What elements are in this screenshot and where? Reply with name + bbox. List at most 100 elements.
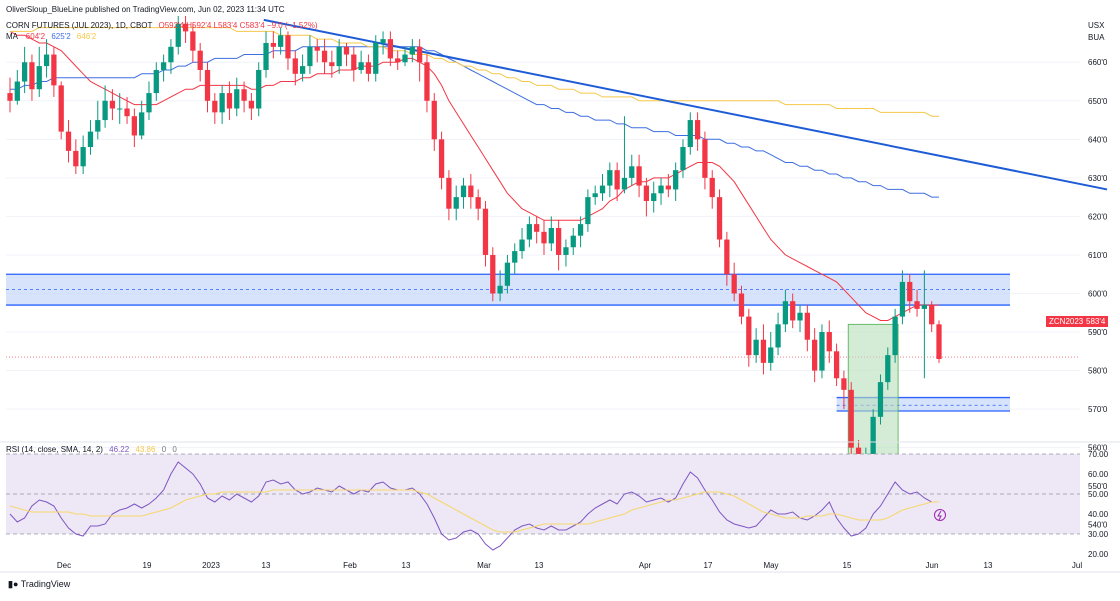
candle-body (548, 227, 554, 244)
candle-body (833, 351, 840, 379)
candle-body (424, 62, 430, 101)
candle-body (490, 254, 496, 294)
candle-body (256, 69, 262, 109)
candle-body (651, 193, 657, 201)
candle-body (621, 177, 628, 190)
time-tick-label: 17 (704, 561, 713, 570)
rsi-panel (0, 441, 1120, 551)
price-tick-label: 560'0 (1088, 444, 1108, 453)
time-tick-label: 19 (143, 561, 152, 570)
candle-body (226, 93, 233, 109)
candle-body (417, 46, 423, 63)
time-tick-label: 13 (402, 561, 411, 570)
rsi-value: 46.22 (109, 445, 130, 454)
price-tick-label: 600'0 (1088, 289, 1108, 298)
rsi-label: RSI (14, close, SMA, 14, 2) (6, 445, 103, 454)
candle-body (504, 262, 511, 286)
candle-body (665, 185, 671, 190)
tradingview-brand[interactable]: ▮● TradingView (8, 579, 70, 590)
candle-body (395, 58, 401, 63)
candle-body (636, 166, 642, 186)
time-tick-label: Jun (926, 561, 939, 570)
candle-body (929, 305, 935, 325)
rsi-axis: 70.00 60.00 50.00 40.00 30.00 20.00 (1088, 450, 1109, 559)
rsi-ma-value: 43.86 (135, 445, 156, 454)
candle-body (482, 208, 489, 255)
candle-body (387, 39, 394, 59)
candle-body (446, 177, 452, 209)
price-tick-label: 620'0 (1088, 212, 1108, 221)
lightning-icon (937, 510, 942, 521)
candles (7, 16, 942, 498)
candle-body (731, 274, 737, 294)
candle-body (51, 54, 57, 86)
candle-body (160, 62, 167, 70)
candle-body (219, 93, 225, 113)
ma-legend: MA 604'2 625'2 646'2 (6, 32, 96, 41)
candle-body (36, 66, 42, 90)
candle-body (117, 108, 123, 110)
candle-body (21, 62, 28, 82)
candle-body (534, 224, 540, 232)
candle-body (292, 58, 298, 74)
candle-body (402, 54, 408, 63)
candle-body (738, 293, 745, 317)
candle-body (680, 147, 686, 171)
time-tick-label: 2023 (202, 561, 220, 570)
candle-body (270, 42, 276, 47)
dividend-event-icon (934, 509, 946, 521)
candle-body (702, 139, 708, 178)
candle-body (519, 239, 525, 252)
candle-body (914, 301, 920, 309)
candle-body (197, 50, 203, 70)
candle-body (760, 339, 767, 363)
candle-body (190, 31, 196, 51)
candle-body (204, 69, 211, 101)
rsi-tick-label: 50.00 (1088, 490, 1109, 499)
time-tick-label: Dec (57, 561, 71, 570)
price-tick-label: 610'0 (1088, 251, 1108, 260)
candle-body (314, 46, 320, 51)
candle-body (182, 23, 189, 32)
candle-body (431, 100, 437, 140)
time-tick-label: Feb (343, 561, 357, 570)
candle-body (592, 193, 598, 198)
rsi-tick-label: 20.00 (1088, 550, 1109, 559)
candle-body (629, 166, 635, 178)
candle-body (468, 185, 474, 198)
candle-body (380, 39, 386, 43)
rsi-series-line (9, 461, 939, 551)
candle-body (343, 46, 350, 55)
candle-body (329, 62, 335, 67)
time-tick-label: Mar (477, 561, 491, 570)
candle-body (373, 42, 379, 74)
candle-body (555, 227, 562, 255)
candle-body (804, 312, 810, 340)
rsi-extra-1: 0 (161, 445, 167, 454)
time-tick-label: Jul (1072, 561, 1082, 570)
price-axis: 660'0 650'0 640'0 630'0 620'0 610'0 600'0 590'0… (1088, 58, 1108, 529)
candle-body (278, 35, 284, 47)
candle-body (263, 42, 269, 70)
candle-body (168, 46, 174, 63)
candle-body (146, 93, 152, 113)
brand-text: TradingView (20, 579, 71, 589)
ma-value-mid: 625'2 (51, 32, 71, 41)
candle-body (453, 197, 459, 209)
symbol-line: CORN FUTURES (JUL 2023), 1D, CBOT O592'4… (6, 21, 318, 30)
price-tick-label: 660'0 (1088, 58, 1108, 67)
candle-body (841, 378, 847, 390)
candle-body (790, 301, 796, 321)
candle-body (709, 177, 715, 198)
symbol-name: CORN FUTURES (JUL 2023), 1D, CBOT (6, 21, 153, 30)
ma-line (9, 30, 939, 321)
time-tick-label: 13 (984, 561, 993, 570)
candle-body (241, 89, 247, 101)
candle-body (541, 231, 547, 244)
candle-body (212, 100, 218, 113)
candle-body (87, 131, 94, 148)
moving-averages (9, 27, 939, 321)
candle-body (336, 46, 342, 67)
time-axis: Dec 19 2023 13 Feb 13 Mar 13 Apr 17 May 15 Jun 13 Jul (0, 561, 1120, 573)
